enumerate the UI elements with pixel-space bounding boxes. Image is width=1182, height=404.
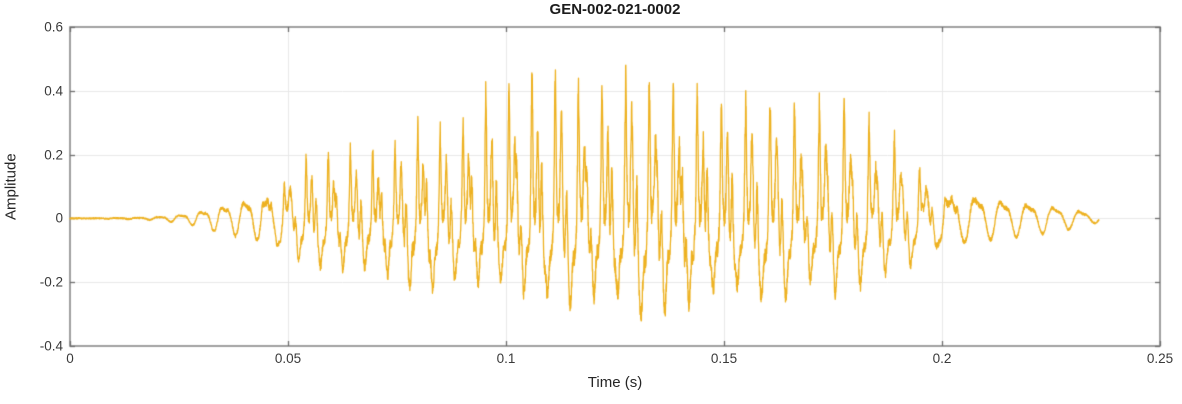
x-tick-label: 0.05 — [274, 351, 302, 366]
x-tick-label: 0.1 — [496, 351, 516, 366]
y-tick-label: 0 — [55, 210, 63, 226]
x-tick-label: 0.2 — [932, 351, 952, 366]
x-tick-label: 0 — [66, 351, 74, 366]
x-tick-label: 0.25 — [1146, 351, 1174, 366]
y-tick-label: -0.4 — [39, 338, 63, 354]
x-tick-label: 0.15 — [710, 351, 738, 366]
y-tick-label: 0.6 — [44, 19, 63, 35]
y-tick-label: 0.2 — [44, 147, 63, 163]
x-axis-label: Time (s) — [587, 374, 643, 391]
y-tick-label: -0.2 — [39, 274, 63, 290]
y-tick-label: 0.4 — [44, 83, 63, 99]
